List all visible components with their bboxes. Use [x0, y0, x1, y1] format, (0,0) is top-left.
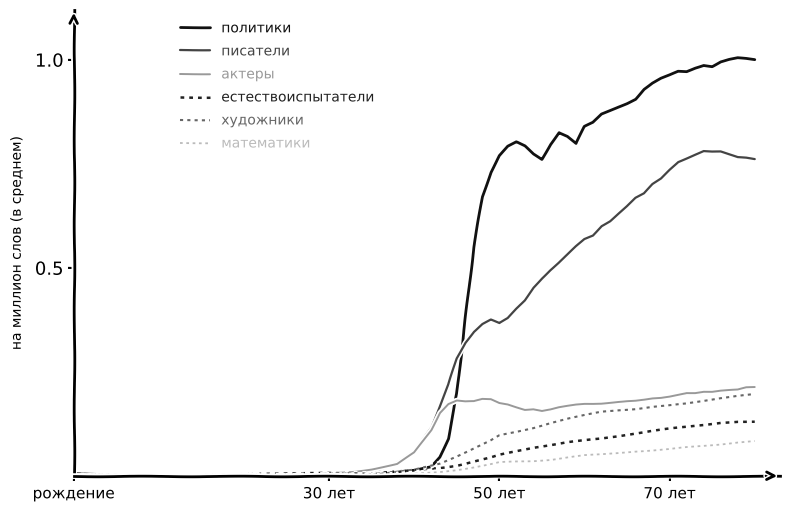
Legend: политики, писатели, актеры, естествоиспытатели, художники, математики: политики, писатели, актеры, естествоиспы…: [179, 21, 374, 150]
Y-axis label: на миллион слов (в среднем): на миллион слов (в среднем): [9, 135, 24, 350]
